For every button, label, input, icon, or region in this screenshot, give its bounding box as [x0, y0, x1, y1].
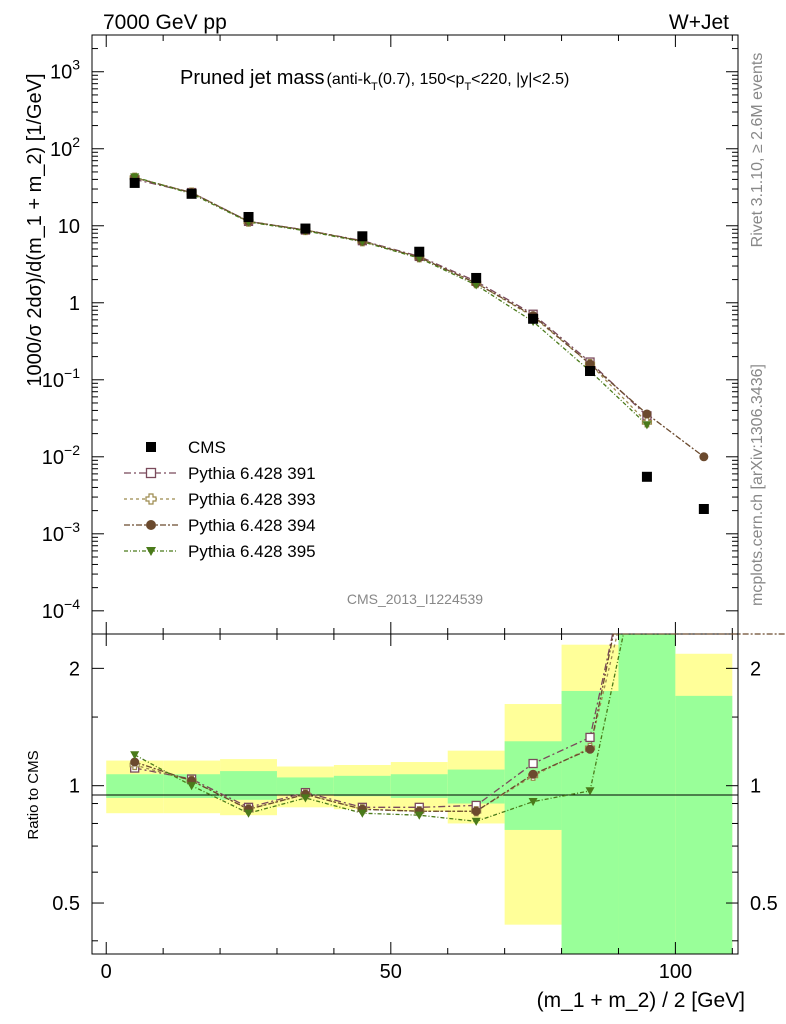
ratio-tick-label-right: 0.5	[750, 893, 778, 915]
rivet-label: Rivet 3.1.10, ≥ 2.6M events	[749, 53, 766, 248]
cms-data-point	[528, 313, 539, 324]
y-tick-label: 10−4	[42, 596, 80, 623]
y-tick-label: 10−2	[42, 442, 80, 469]
cms-data-point	[357, 231, 368, 242]
legend-label: Pythia 6.428 393	[188, 490, 316, 509]
ratio-tick-label-left: 0.5	[52, 893, 80, 915]
ratio-line	[134, 633, 614, 809]
legend-label: Pythia 6.428 391	[188, 464, 316, 483]
series-point	[471, 281, 481, 290]
ratio-point	[244, 809, 254, 818]
legend-marker	[146, 520, 156, 530]
band-stat	[333, 775, 391, 797]
legend-label: Pythia 6.428 394	[188, 516, 316, 535]
analysis-id: CMS_2013_I1224539	[347, 591, 483, 607]
y-tick-label: 103	[50, 57, 80, 84]
band-stat	[106, 774, 164, 798]
ratio-point	[130, 751, 140, 760]
ratio-line	[134, 633, 625, 823]
series-line	[134, 176, 648, 426]
ratio-tick-label-left: 1	[69, 776, 80, 798]
ratio-point	[130, 757, 140, 767]
cms-data-point	[300, 223, 311, 234]
series-point	[699, 452, 709, 462]
ratio-point	[357, 809, 367, 818]
cms-data-point	[698, 503, 709, 514]
ratio-y-label: Ratio to CMS	[25, 750, 42, 839]
ratio-point	[187, 782, 197, 791]
legend-label: CMS	[188, 438, 226, 457]
ratio-series-lines	[134, 633, 786, 823]
cms-data-point	[471, 272, 482, 283]
ratio-point	[585, 744, 595, 754]
band-stat	[447, 769, 505, 804]
header-right: W+Jet	[669, 11, 729, 34]
legend: CMS Pythia 6.428 391 Pythia 6.428 393 Pythi…	[124, 438, 316, 561]
legend-marker	[146, 442, 156, 452]
header-left: 7000 GeV pp	[103, 11, 227, 34]
cms-data-point	[129, 177, 140, 188]
legend-marker	[145, 467, 157, 479]
x-tick-label: 50	[380, 961, 402, 983]
mcplots-label: mcplots.cern.ch [arXiv:1306.3436]	[749, 364, 766, 606]
band-stat	[276, 777, 334, 795]
legend-label: Pythia 6.428 395	[188, 542, 316, 561]
y-tick-label: 102	[50, 134, 80, 161]
ratio-uncertainty-bands	[106, 634, 733, 954]
mc-series-lines	[134, 176, 705, 458]
plot-title: Pruned jet mass (anti-kT(0.7), 150<pT<220…	[180, 67, 569, 93]
ratio-point	[528, 758, 538, 769]
ratio-tick-label-right: 1	[750, 776, 761, 798]
ratio-point	[528, 769, 538, 779]
y-tick-label: 10	[58, 216, 80, 238]
ratio-tick-label-right: 2	[750, 658, 761, 680]
series-point	[642, 421, 652, 430]
x-tick-label: 100	[659, 961, 692, 983]
ratio-point	[471, 817, 481, 826]
ratio-point	[528, 798, 538, 807]
legend-marker	[146, 547, 156, 556]
cms-data-point	[585, 366, 596, 377]
band-stat	[390, 774, 448, 798]
series-point	[642, 409, 652, 419]
x-axis-label: (m_1 + m_2) / 2 [GeV]	[537, 989, 745, 1012]
band-stat	[561, 690, 619, 954]
ratio-point	[585, 732, 595, 743]
ratio-point	[585, 787, 595, 796]
band-stat	[618, 634, 676, 954]
main-y-label: 1000/σ 2dσ)/d(m_1 + m_2) [1/GeV]	[24, 73, 46, 386]
ratio-line	[134, 633, 786, 812]
cms-data-point	[414, 246, 425, 257]
x-tick-label: 0	[101, 961, 112, 983]
y-tick-label: 1	[69, 293, 80, 315]
ratio-line	[134, 633, 618, 812]
series-line	[134, 178, 648, 417]
cms-data-point	[186, 188, 197, 199]
series-point	[130, 173, 140, 182]
band-stat	[220, 771, 277, 800]
cms-data-point	[641, 471, 652, 482]
legend-marker	[145, 493, 157, 505]
band-stat	[675, 695, 733, 954]
y-tick-label: 10−3	[42, 519, 80, 546]
series-line	[134, 177, 648, 423]
cms-data-point	[243, 211, 254, 222]
ratio-point	[414, 811, 424, 820]
ratio-point	[471, 806, 481, 816]
ratio-frame	[91, 633, 739, 955]
ratio-point	[300, 794, 310, 803]
series-line	[134, 177, 705, 458]
y-tick-label: 10−1	[42, 365, 80, 392]
data-points	[129, 172, 709, 826]
band-stat	[504, 741, 562, 830]
ratio-tick-label-left: 2	[69, 658, 80, 680]
